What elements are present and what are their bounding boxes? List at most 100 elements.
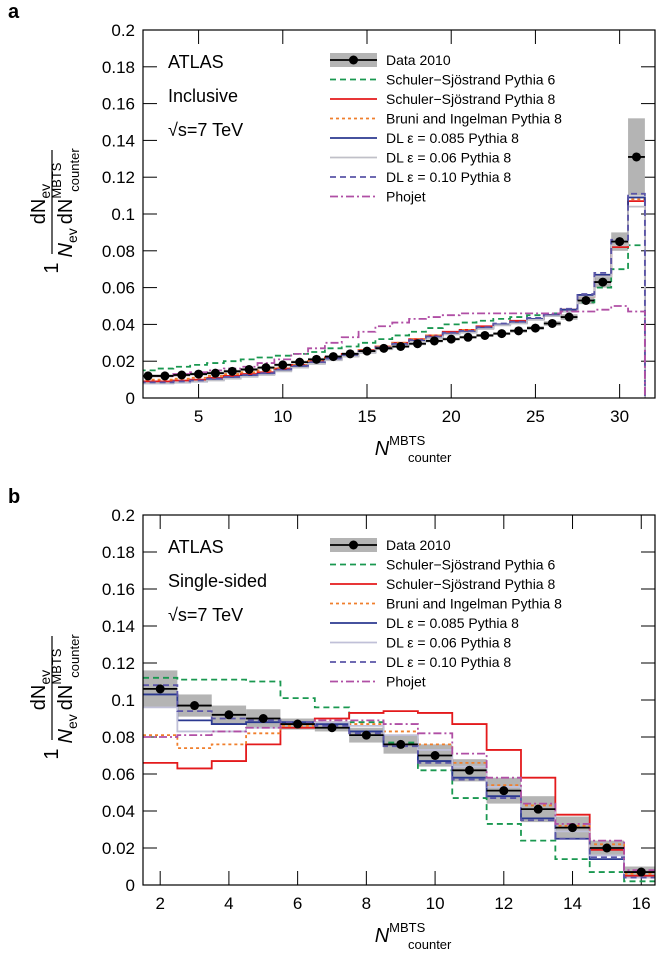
y-tick-label: 0.2 bbox=[111, 506, 135, 525]
data-point bbox=[413, 339, 423, 349]
data-point bbox=[177, 370, 187, 380]
legend-label: Schuler−Sjöstrand Pythia 8 bbox=[386, 576, 555, 592]
x-tick-label: 25 bbox=[526, 407, 545, 426]
data-point bbox=[396, 739, 406, 749]
data-point bbox=[581, 295, 591, 305]
x-tick-label: 16 bbox=[632, 894, 651, 913]
mc-step bbox=[143, 710, 655, 877]
legend-label: DL ε = 0.10 Pythia 8 bbox=[386, 654, 511, 670]
data-point bbox=[446, 334, 456, 344]
x-tick-label: 10 bbox=[426, 894, 445, 913]
data-point bbox=[227, 366, 237, 376]
legend-label: Bruni and Ingelman Pythia 8 bbox=[386, 596, 562, 612]
legend-label: Schuler−Sjöstrand Pythia 6 bbox=[386, 557, 555, 573]
data-point bbox=[430, 751, 440, 760]
data-point bbox=[210, 368, 220, 378]
y-tick-label: 0.18 bbox=[102, 543, 135, 562]
data-point bbox=[190, 701, 200, 711]
data-point bbox=[568, 823, 578, 833]
panel-label: a bbox=[8, 1, 20, 23]
legend-label: DL ε = 0.06 Pythia 8 bbox=[386, 635, 511, 651]
legend-label: Bruni and Ingelman Pythia 8 bbox=[386, 111, 562, 127]
y-label-numerator: dNev bbox=[28, 184, 53, 224]
data-point bbox=[564, 312, 574, 322]
plot-area bbox=[143, 670, 655, 883]
y-tick-label: 0.18 bbox=[102, 58, 135, 77]
legend-label: DL ε = 0.10 Pythia 8 bbox=[386, 169, 511, 185]
data-point bbox=[295, 357, 305, 367]
data-point bbox=[514, 326, 524, 336]
data-point bbox=[362, 346, 372, 356]
y-label-den-sup: MBTS bbox=[49, 162, 64, 198]
x-tick-label: 14 bbox=[563, 894, 582, 913]
data-point bbox=[379, 343, 389, 353]
legend-marker bbox=[349, 540, 358, 550]
annotation: ATLAS bbox=[168, 537, 224, 557]
legend-label: Schuler−Sjöstrand Pythia 6 bbox=[386, 72, 555, 88]
x-tick-label: 20 bbox=[442, 407, 461, 426]
mc-step bbox=[143, 706, 655, 879]
y-tick-label: 0.06 bbox=[102, 765, 135, 784]
mc-step bbox=[143, 719, 655, 872]
y-label-den-sup: MBTS bbox=[49, 648, 64, 684]
data-point bbox=[311, 354, 321, 364]
legend-label: Phojet bbox=[386, 189, 426, 205]
y-tick-label: 0 bbox=[126, 389, 135, 408]
y-label-den-d: dN bbox=[55, 685, 77, 711]
panel: a 0 0.02 0.04 0.06 0.08 0.1 0.12 0.14 0.16 0.18 0.2… bbox=[8, 1, 656, 465]
data-point bbox=[396, 341, 406, 351]
data-point bbox=[361, 730, 371, 740]
y-label-den-sub: counter bbox=[67, 634, 82, 678]
data-point bbox=[194, 369, 204, 379]
data-point bbox=[602, 843, 612, 853]
annotation: √s=7 TeV bbox=[168, 605, 243, 625]
x-tick-label: 6 bbox=[293, 894, 302, 913]
data-point bbox=[464, 765, 474, 775]
data-point bbox=[463, 332, 473, 342]
mc-step bbox=[143, 198, 646, 398]
panel-label: b bbox=[8, 486, 20, 508]
y-tick-label: 0.04 bbox=[102, 315, 135, 334]
x-axis-label-sub: counter bbox=[408, 937, 452, 952]
data-point bbox=[155, 684, 165, 694]
data-point bbox=[345, 349, 355, 359]
x-tick-label: 10 bbox=[273, 407, 292, 426]
plot-area bbox=[143, 118, 646, 398]
y-label-num-sub: ev bbox=[37, 184, 53, 199]
data-point bbox=[258, 714, 268, 723]
mc-step bbox=[143, 196, 646, 398]
y-tick-label: 0.02 bbox=[102, 839, 135, 858]
data-point bbox=[615, 237, 625, 247]
x-label-main: N bbox=[375, 438, 390, 460]
data-point bbox=[497, 329, 507, 339]
y-label-num-d: dN bbox=[28, 199, 50, 225]
x-tick-label: 8 bbox=[362, 894, 371, 913]
panel: b 0 0.02 0.04 0.06 0.08 0.1 0.12 0.14 0.16 0.18 0.2… bbox=[8, 486, 656, 952]
data-point bbox=[244, 364, 254, 374]
x-axis-label: NMBTS bbox=[375, 920, 426, 947]
legend-label: Data 2010 bbox=[386, 537, 451, 553]
y-label-den-n: N bbox=[55, 728, 77, 743]
y-tick-label: 0.16 bbox=[102, 95, 135, 114]
y-tick-label: 0.16 bbox=[102, 580, 135, 599]
mc-step bbox=[143, 244, 646, 398]
legend-label: DL ε = 0.085 Pythia 8 bbox=[386, 130, 519, 146]
y-label-numerator: dNev bbox=[28, 670, 53, 710]
data-point bbox=[328, 352, 338, 362]
x-axis-label: NMBTS bbox=[375, 433, 426, 460]
data-point bbox=[636, 867, 646, 877]
y-label-one: 1 bbox=[41, 262, 63, 273]
x-tick-label: 12 bbox=[494, 894, 513, 913]
x-tick-label: 4 bbox=[224, 894, 233, 913]
annotation: Single-sided bbox=[168, 571, 267, 591]
data-point bbox=[327, 723, 337, 733]
data-point bbox=[598, 277, 608, 287]
y-tick-label: 0.2 bbox=[111, 21, 135, 40]
y-label-one: 1 bbox=[41, 748, 63, 759]
y-tick-label: 0.08 bbox=[102, 242, 135, 261]
mc-step bbox=[143, 192, 646, 398]
x-label-sup: MBTS bbox=[389, 920, 425, 935]
legend-marker bbox=[349, 55, 358, 65]
